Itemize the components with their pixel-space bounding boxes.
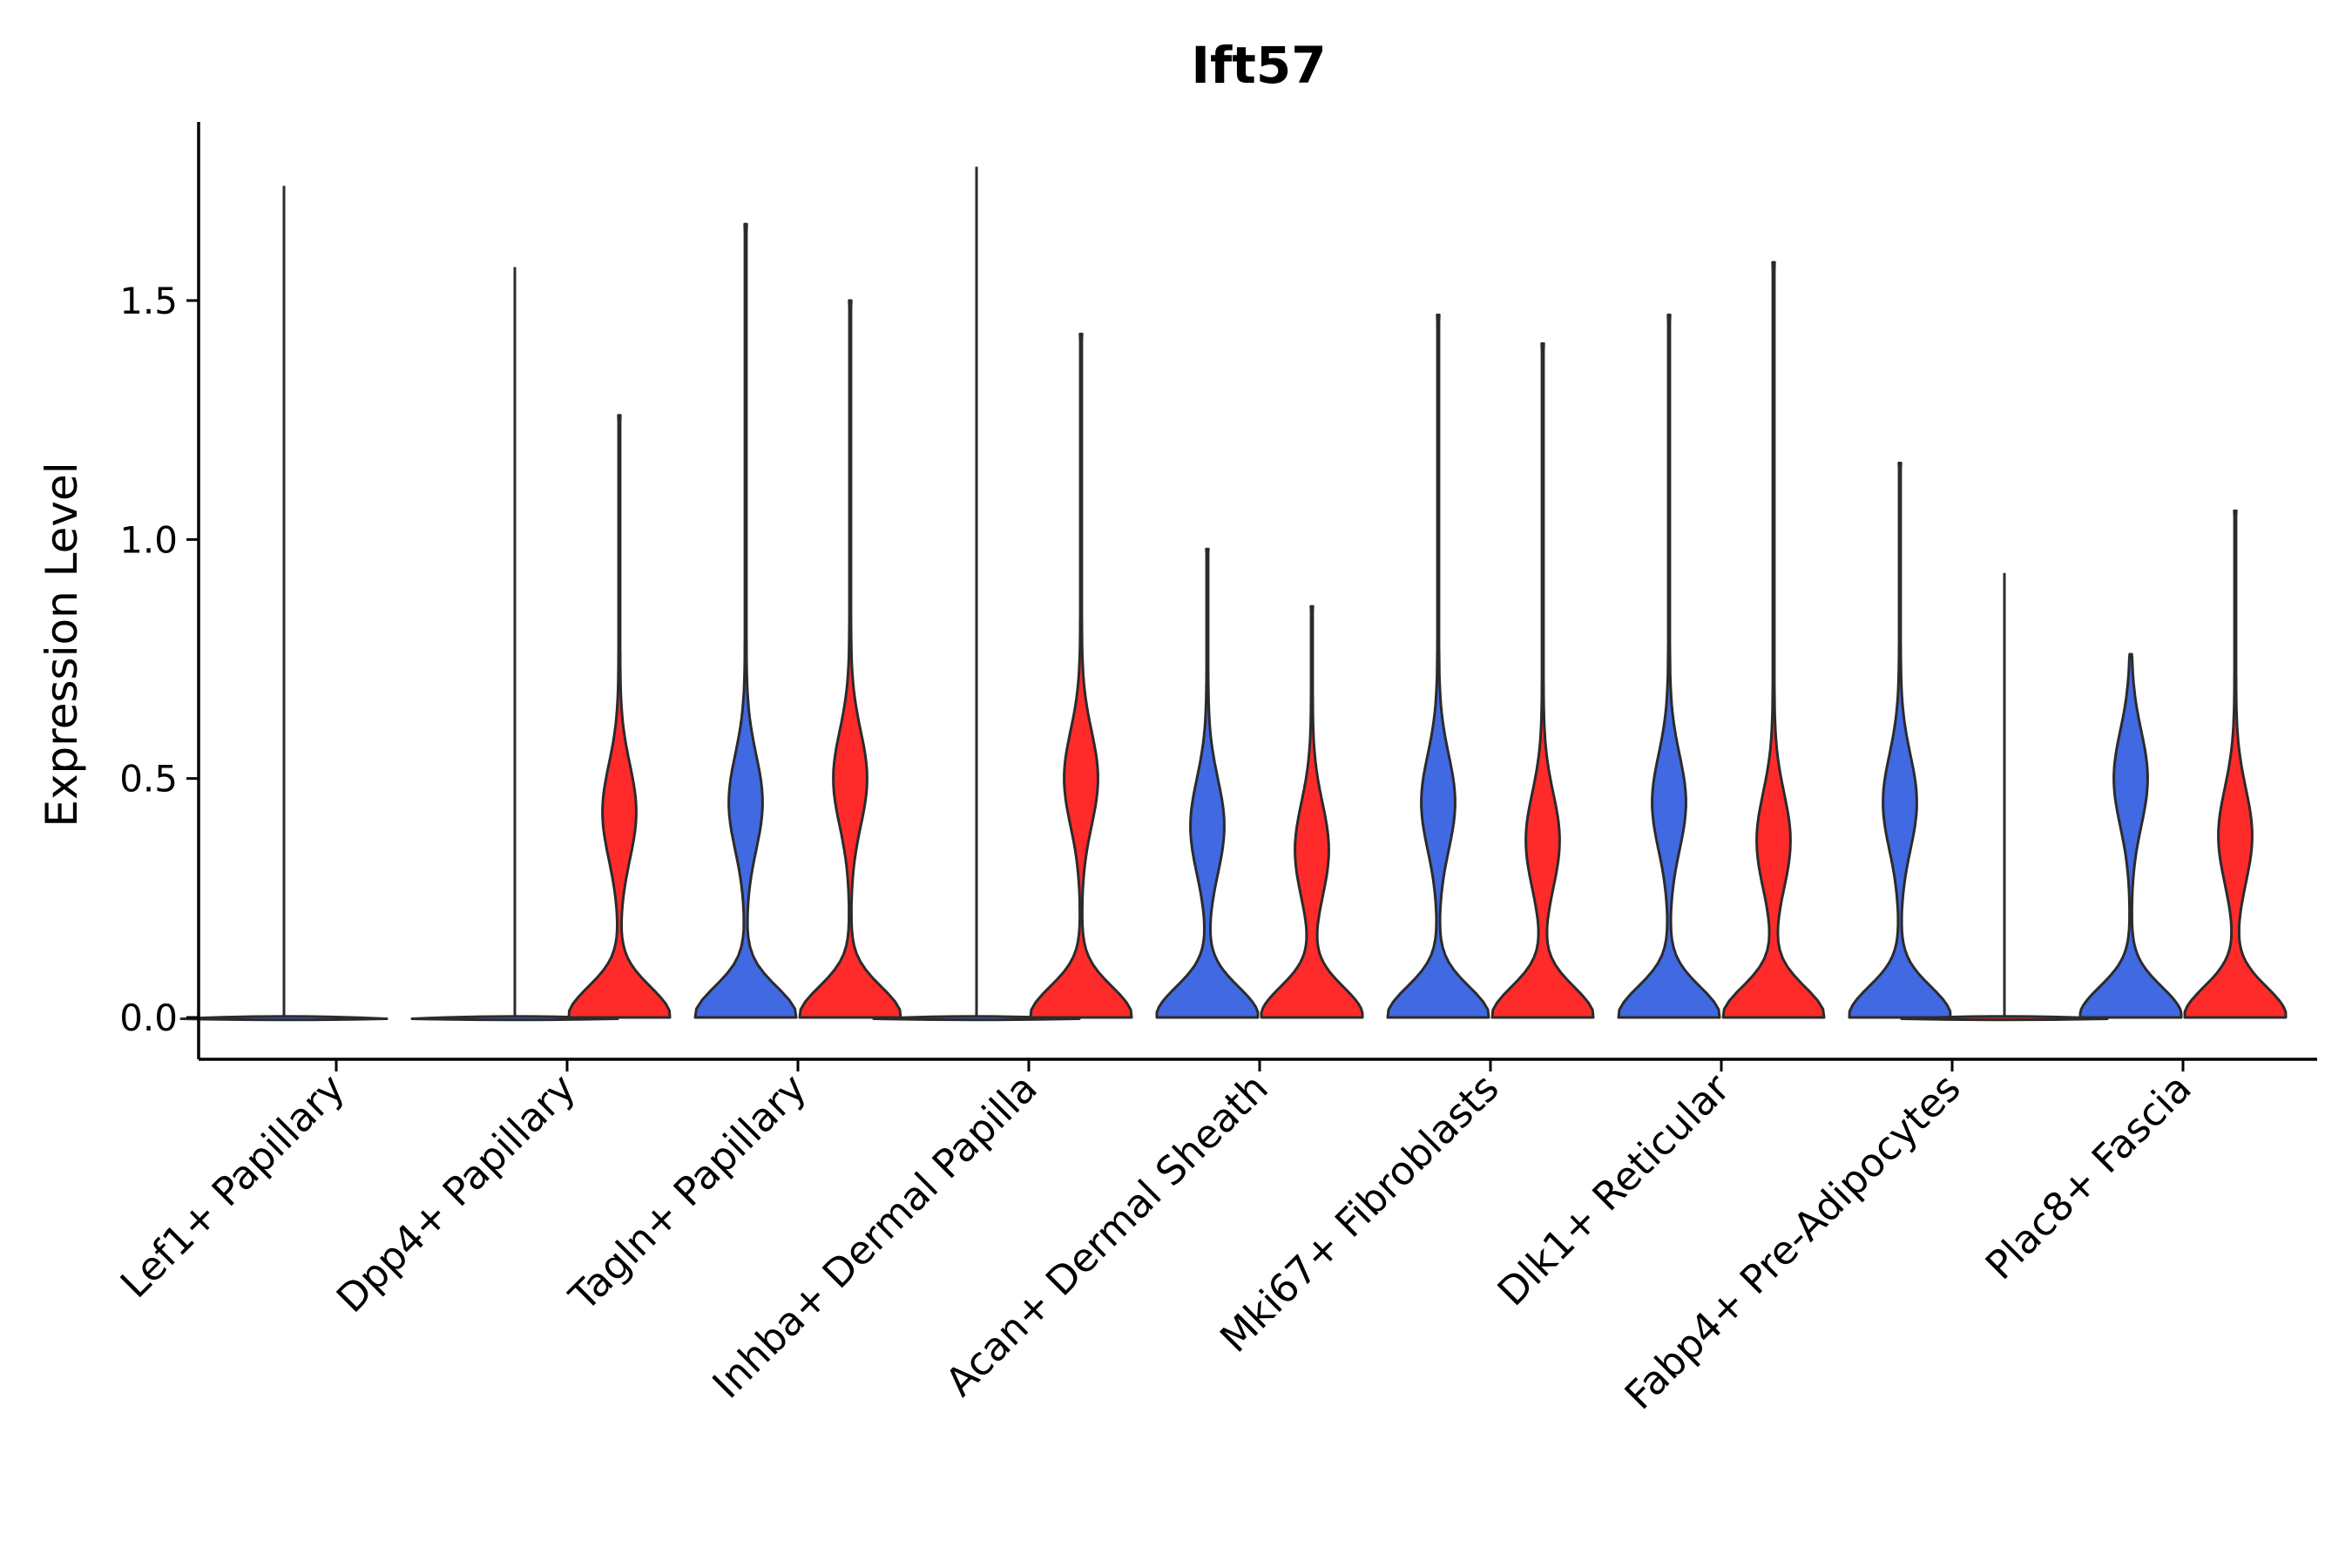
- violin-blue-inhba-dermal-papilla: [872, 166, 1081, 1022]
- violin-red-plac8-fascia: [2183, 509, 2288, 1019]
- x-category-label: Tagln+ Papillary: [560, 1064, 815, 1320]
- y-axis-label: Expression Level: [37, 462, 87, 827]
- chart-title: Ift57: [1191, 36, 1326, 95]
- violin-blue-mki67-fibroblasts: [1386, 314, 1490, 1019]
- violin-blue-dpp4-papillary: [410, 267, 619, 1022]
- x-category-label: Plac8+ Fascia: [1977, 1064, 2200, 1288]
- y-tick-label: 1.0: [119, 518, 178, 561]
- violin-body-blue-plac8-fascia: [2078, 652, 2183, 1019]
- violin-body-blue-lef1-papillary: [179, 1015, 389, 1022]
- violin-red-dlk1-reticular: [1721, 260, 1826, 1019]
- violin-blue-acan-dermal-sheath: [1155, 547, 1260, 1019]
- y-tick-label: 0.0: [119, 997, 178, 1039]
- violin-body-red-acan-dermal-sheath: [1260, 605, 1364, 1019]
- violin-body-red-dpp4-papillary: [567, 414, 672, 1019]
- violin-body-blue-mki67-fibroblasts: [1386, 314, 1490, 1019]
- violin-body-red-plac8-fascia: [2183, 509, 2288, 1019]
- violin-body-red-inhba-dermal-papilla: [1029, 332, 1133, 1019]
- violin-body-red-tagln-papillary: [798, 299, 902, 1019]
- violin-body-red-fabp4-pre-adipocytes: [1900, 1015, 2109, 1022]
- y-tick-label: 1.5: [119, 280, 178, 322]
- violin-blue-lef1-papillary: [179, 186, 389, 1022]
- violin-red-dpp4-papillary: [567, 414, 672, 1019]
- violin-blue-fabp4-pre-adipocytes: [1848, 462, 1952, 1019]
- violin-body-blue-dlk1-reticular: [1617, 314, 1721, 1019]
- violin-red-inhba-dermal-papilla: [1029, 332, 1133, 1019]
- violin-red-acan-dermal-sheath: [1260, 605, 1364, 1019]
- violin-red-fabp4-pre-adipocytes: [1900, 572, 2109, 1022]
- violins-layer: [179, 166, 2288, 1022]
- violin-body-blue-fabp4-pre-adipocytes: [1848, 462, 1952, 1019]
- violin-blue-dlk1-reticular: [1617, 314, 1721, 1019]
- violin-body-blue-acan-dermal-sheath: [1155, 547, 1260, 1019]
- violin-red-tagln-papillary: [798, 299, 902, 1019]
- violin-blue-plac8-fascia: [2078, 652, 2183, 1019]
- y-tick-label: 0.5: [119, 758, 178, 801]
- x-category-label: Lef1+ Papillary: [112, 1064, 354, 1307]
- x-category-label: Dpp4+ Papillary: [328, 1064, 585, 1321]
- violin-body-blue-tagln-papillary: [693, 222, 798, 1019]
- x-category-label: Dlk1+ Reticular: [1489, 1064, 1739, 1315]
- violin-blue-tagln-papillary: [693, 222, 798, 1019]
- violin-body-red-mki67-fibroblasts: [1490, 341, 1595, 1019]
- violin-red-mki67-fibroblasts: [1490, 341, 1595, 1019]
- violin-body-red-dlk1-reticular: [1721, 260, 1826, 1019]
